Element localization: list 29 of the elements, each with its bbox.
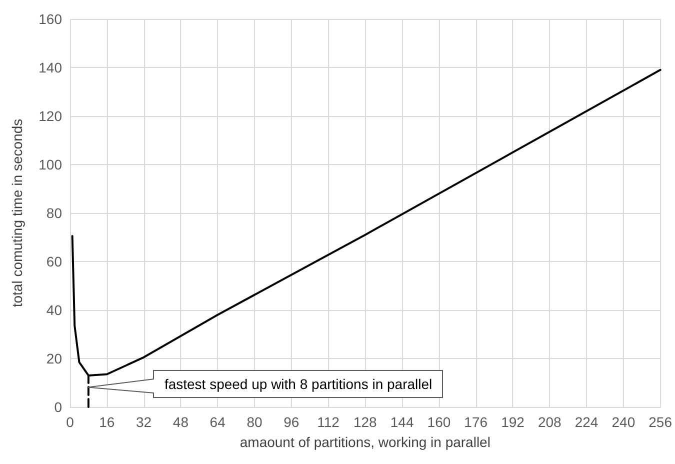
x-tick-label: 160 <box>427 414 451 430</box>
x-tick-label: 80 <box>246 414 262 430</box>
x-tick-label: 64 <box>210 414 226 430</box>
x-tick-label: 176 <box>464 414 488 430</box>
x-tick-label: 240 <box>612 414 636 430</box>
x-tick-label: 112 <box>317 414 340 430</box>
x-tick-label: 48 <box>172 414 189 430</box>
y-tick-label: 60 <box>46 254 62 270</box>
x-tick-label: 96 <box>284 414 300 430</box>
y-tick-label: 80 <box>46 205 62 221</box>
y-axis-title: total comuting time in seconds <box>9 118 25 308</box>
x-tick-label: 224 <box>574 414 598 430</box>
y-tick-label: 160 <box>38 11 62 27</box>
y-tick-label: 40 <box>46 302 62 318</box>
x-tick-label: 128 <box>353 414 378 430</box>
x-tick-label: 32 <box>136 414 152 430</box>
x-tick-label: 208 <box>538 414 562 430</box>
y-tick-label: 100 <box>38 156 62 172</box>
y-tick-label: 120 <box>38 108 62 124</box>
x-axis-title: amaount of partitions, working in parallel <box>240 434 490 450</box>
y-tick-label: 140 <box>38 60 62 76</box>
x-tick-label: 16 <box>99 414 115 430</box>
x-tick-label: 144 <box>390 414 414 430</box>
x-tick-label: 0 <box>66 414 74 430</box>
y-tick-label: 0 <box>54 399 62 415</box>
x-tick-label: 256 <box>648 414 672 430</box>
x-tick-label: 192 <box>501 414 525 430</box>
y-tick-label: 20 <box>46 350 62 366</box>
annotation: fastest speed up with 8 partitions in parallel <box>153 370 444 398</box>
